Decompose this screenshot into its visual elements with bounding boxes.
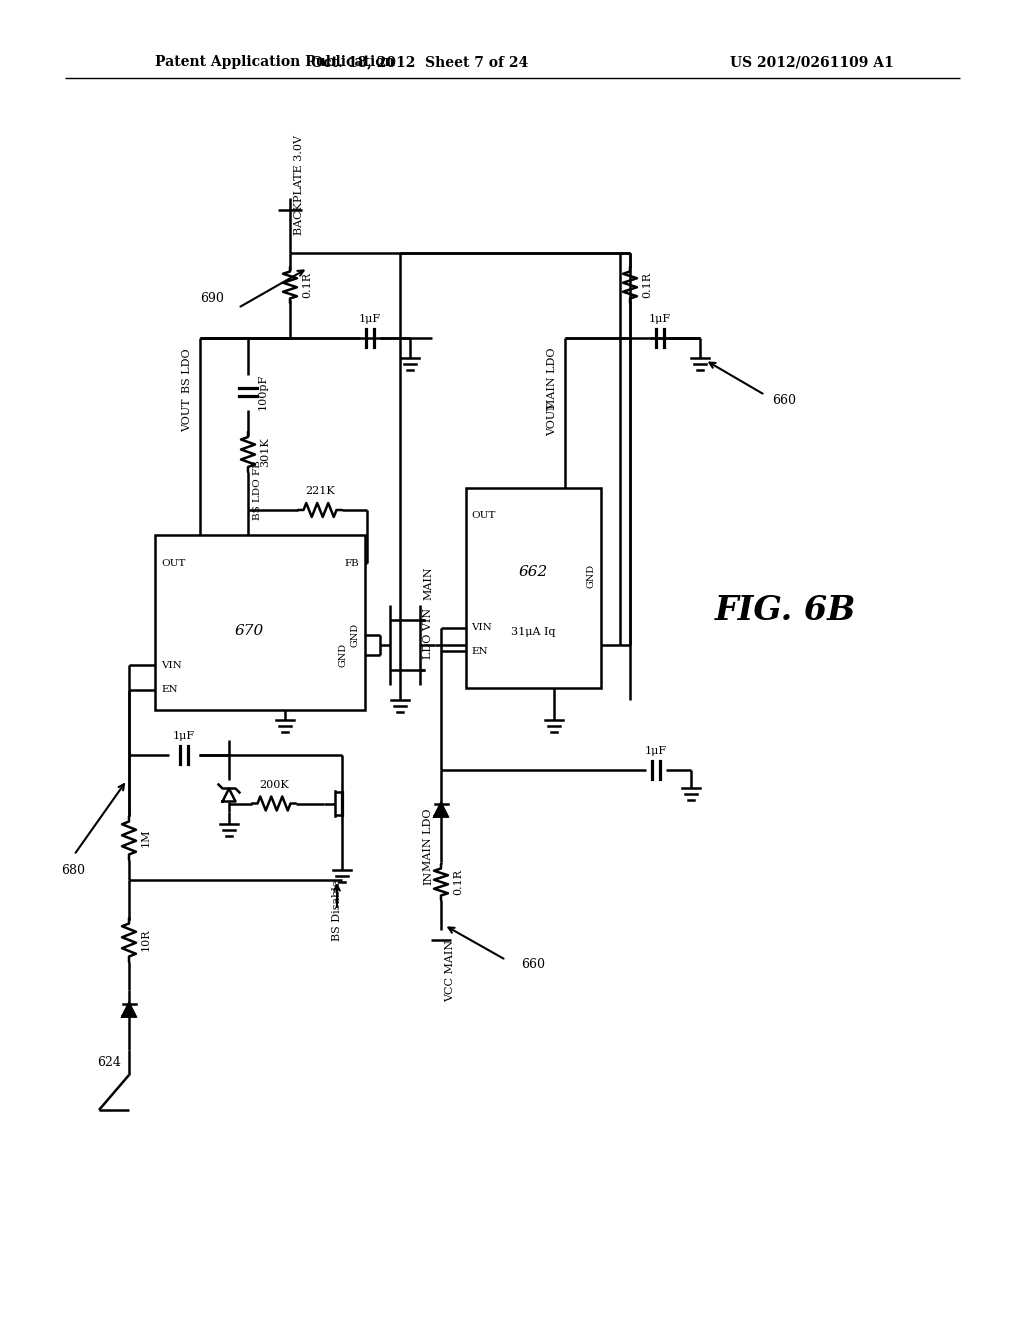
Text: 670: 670: [234, 624, 264, 639]
Text: IN: IN: [423, 871, 433, 886]
Text: 301K: 301K: [260, 437, 270, 467]
Text: VIN: VIN: [471, 623, 492, 632]
Text: 10R: 10R: [141, 929, 151, 952]
Text: US 2012/0261109 A1: US 2012/0261109 A1: [730, 55, 894, 69]
Text: Oct. 18, 2012  Sheet 7 of 24: Oct. 18, 2012 Sheet 7 of 24: [311, 55, 528, 69]
Text: BS Disable: BS Disable: [332, 879, 342, 941]
Text: 0.1R: 0.1R: [642, 272, 652, 298]
Polygon shape: [434, 804, 447, 817]
Text: BS LDO FB: BS LDO FB: [253, 461, 262, 520]
Text: 680: 680: [61, 863, 85, 876]
Text: MAIN LDO: MAIN LDO: [423, 809, 433, 871]
Bar: [466, 488, 601, 688]
Text: 662: 662: [519, 565, 548, 579]
Text: EN: EN: [161, 685, 177, 694]
Text: 0.1R: 0.1R: [453, 869, 463, 895]
Text: LDO VIN: LDO VIN: [423, 607, 433, 659]
Text: EN: EN: [471, 647, 487, 656]
Text: 31μA Iq: 31μA Iq: [511, 627, 556, 638]
Text: 1μF: 1μF: [173, 731, 195, 741]
Bar: [155, 535, 365, 710]
Text: 660: 660: [521, 958, 545, 972]
Text: BS LDO: BS LDO: [182, 348, 193, 392]
Text: 660: 660: [772, 393, 796, 407]
Text: Patent Application Publication: Patent Application Publication: [155, 55, 394, 69]
Text: GND: GND: [587, 564, 596, 589]
Text: 1μF: 1μF: [359, 314, 381, 323]
Text: MAIN LDO: MAIN LDO: [547, 348, 557, 411]
Polygon shape: [123, 1003, 135, 1016]
Text: 690: 690: [200, 292, 224, 305]
Text: 0.1R: 0.1R: [302, 272, 312, 298]
Text: 624: 624: [97, 1056, 121, 1069]
Text: MAIN: MAIN: [423, 566, 433, 599]
Text: VIN: VIN: [161, 660, 181, 669]
Text: FIG. 6B: FIG. 6B: [715, 594, 856, 627]
Text: FB: FB: [344, 558, 359, 568]
Text: GND: GND: [350, 623, 359, 647]
Text: 100pF: 100pF: [258, 374, 268, 411]
Text: VCC MAIN: VCC MAIN: [445, 940, 455, 1002]
Text: OUT: OUT: [161, 558, 185, 568]
Text: GND: GND: [338, 643, 347, 667]
Text: VOUT: VOUT: [182, 399, 193, 432]
Text: 200K: 200K: [259, 780, 289, 789]
Text: OUT: OUT: [471, 511, 496, 520]
Text: BACKPLATE 3.0V: BACKPLATE 3.0V: [294, 135, 304, 235]
Text: 1μF: 1μF: [649, 314, 671, 323]
Text: 1M: 1M: [141, 829, 151, 847]
Text: 221K: 221K: [305, 486, 335, 496]
Text: VOUT: VOUT: [547, 403, 557, 436]
Text: 1μF: 1μF: [645, 746, 667, 756]
